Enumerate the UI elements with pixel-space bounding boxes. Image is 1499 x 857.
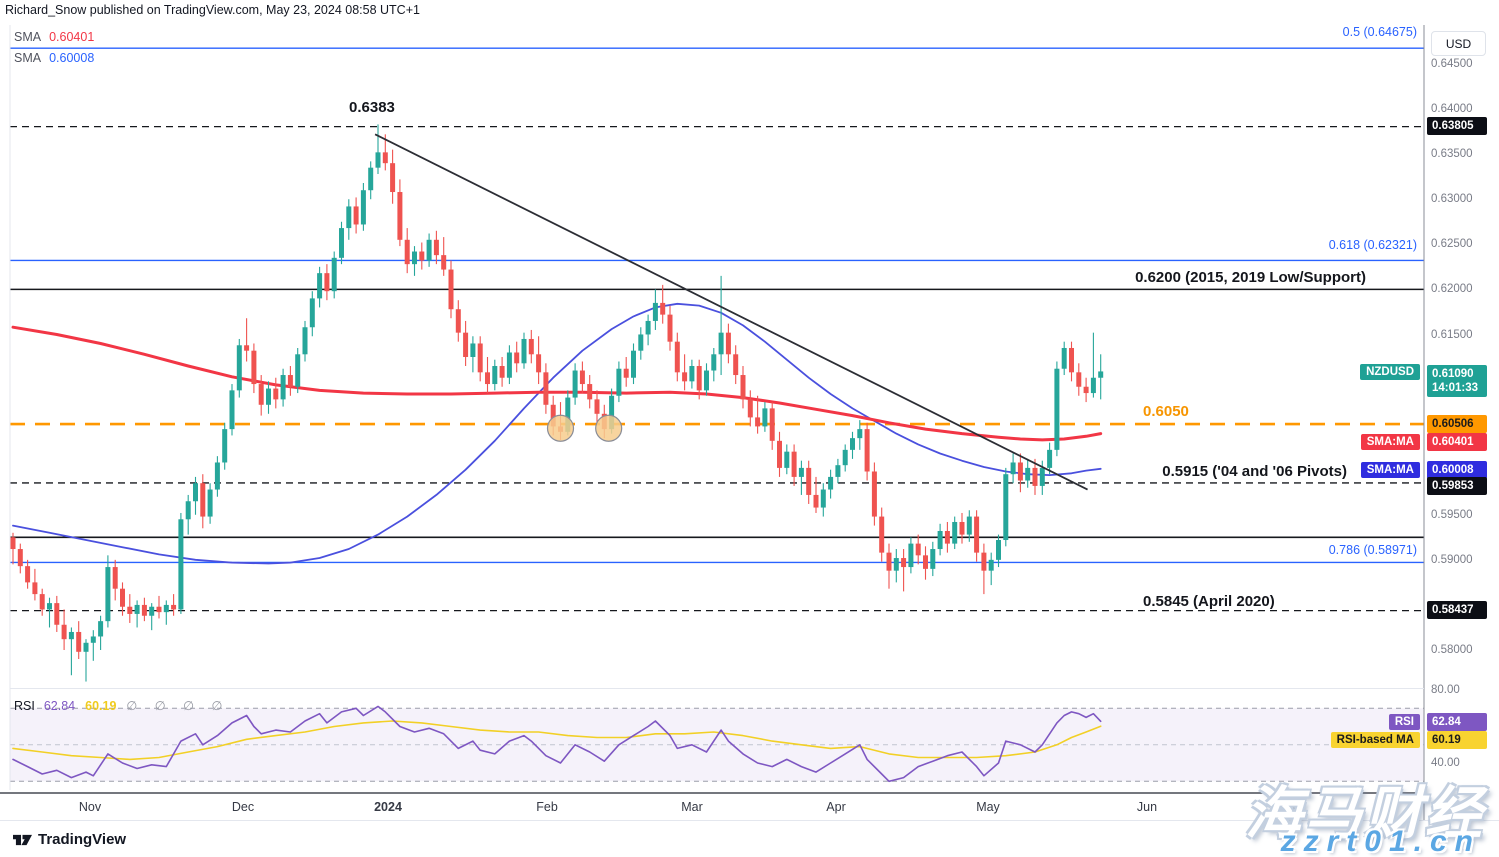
watermark-title: 海马财经 [1245, 782, 1485, 846]
tradingview-brand-label: TradingView [38, 831, 127, 848]
tradingview-brand-link[interactable]: TradingView [13, 831, 126, 848]
tradingview-logo-icon [13, 832, 32, 848]
watermark-url: zzrt01.cn [1280, 825, 1481, 857]
